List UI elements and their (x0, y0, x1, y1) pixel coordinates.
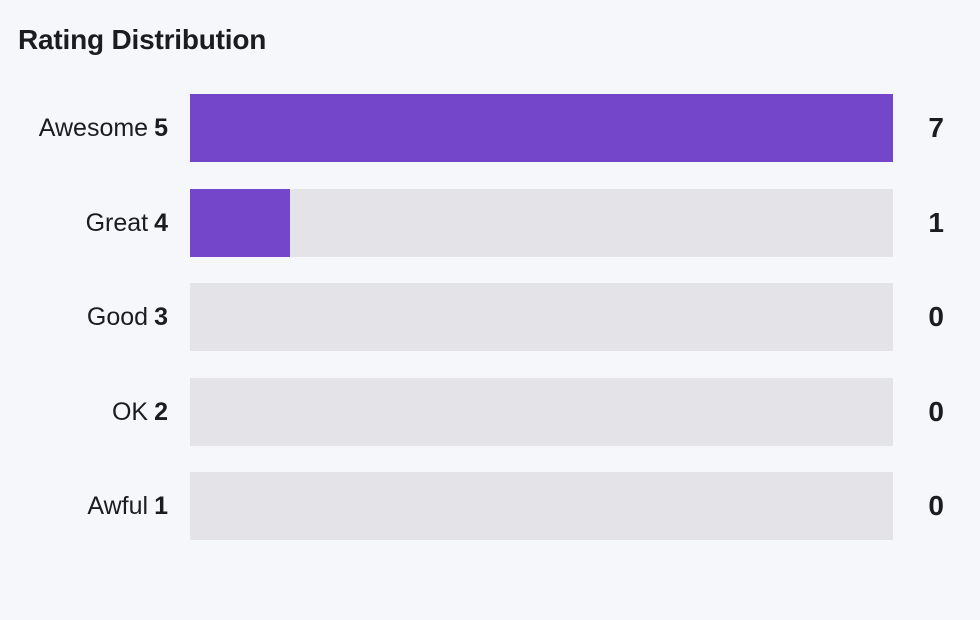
rating-stars: 3 (154, 303, 168, 331)
rating-stars: 4 (154, 208, 168, 237)
rating-count: 0 (928, 395, 944, 427)
rating-bar-track (190, 283, 893, 351)
rating-label: Great 4 (86, 189, 168, 257)
rating-row-4: Great 4 1 (0, 188, 980, 257)
rating-row-3: Good 3 0 (0, 283, 980, 351)
rating-bar-track (190, 472, 893, 540)
rating-bar-track (190, 377, 893, 446)
rating-name: Good (86, 303, 149, 331)
rating-name: Awesome (38, 114, 149, 142)
rating-stars: 1 (154, 492, 168, 520)
rating-bar-track (190, 94, 893, 162)
rating-row-2: OK 2 0 (0, 377, 980, 446)
rating-row-5: Awesome 5 7 (0, 94, 980, 162)
rating-label: Good 3 (87, 283, 168, 351)
rating-name: Awful (87, 492, 149, 520)
panel-title: Rating Distribution (18, 24, 267, 55)
rating-name: OK (111, 397, 149, 426)
rating-label: OK 2 (112, 378, 168, 446)
rating-count: 0 (928, 301, 944, 332)
rating-rows: Awesome 5 7 Great 4 1 Good 3 0 OK 2 0 Awful 1… (0, 94, 980, 567)
rating-label: Awesome 5 (39, 94, 168, 162)
rating-count: 0 (928, 490, 944, 521)
rating-count: 7 (928, 112, 944, 143)
rating-row-1: Awful 1 0 (0, 472, 980, 540)
rating-stars: 5 (154, 114, 168, 142)
rating-count: 1 (928, 206, 944, 238)
rating-label: Awful 1 (87, 472, 168, 540)
rating-bar-fill (190, 94, 893, 162)
rating-bar-fill (190, 188, 291, 257)
rating-bar-track (190, 188, 893, 257)
rating-stars: 2 (154, 397, 168, 426)
rating-name: Great (85, 208, 149, 237)
